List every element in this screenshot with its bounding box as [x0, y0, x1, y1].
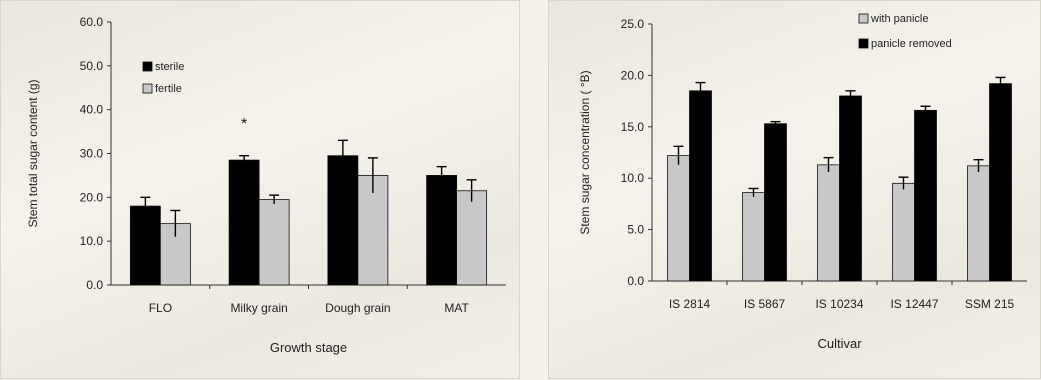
legend-swatch-fertile [142, 83, 153, 94]
bar-with-panicle-ssm-215 [967, 165, 990, 282]
x-tick-label-flo: FLO [149, 301, 172, 315]
bar-with-panicle-is-10234 [817, 164, 840, 282]
y-tick-label: 10.0 [621, 171, 645, 185]
legend-label-panicle-removed: panicle removed [871, 38, 952, 50]
bar-fertile-milky-grain [258, 199, 290, 286]
x-axis-title: Cultivar [817, 336, 862, 351]
x-tick-label-ssm-215: SSM 215 [965, 297, 1015, 311]
legend-label-with-panicle: with panicle [870, 13, 928, 25]
x-tick-label-milky-grain: Milky grain [230, 301, 287, 315]
y-tick-label: 50.0 [80, 59, 104, 73]
x-tick-label-is-10234: IS 10234 [815, 297, 863, 311]
bar-panicle-removed-is-12447 [914, 109, 937, 282]
bar-sterile-dough-grain [327, 155, 359, 286]
bar-fertile-mat [456, 190, 488, 286]
y-tick-label: 5.0 [627, 223, 644, 237]
y-tick-label: 10.0 [80, 234, 104, 248]
legend-label-sterile: sterile [155, 61, 184, 73]
legend-swatch-panicle-removed [858, 38, 869, 49]
y-tick-label: 20.0 [621, 68, 645, 82]
chart-svg-growth-stage: 0.0 10.0 20.0 30.0 40.0 50.0 60.0 FLO Milky grai… [26, 15, 506, 355]
bar-fertile-dough-grain [357, 175, 389, 286]
x-tick-label-is-12447: IS 12447 [890, 297, 938, 311]
y-tick-label: 0.0 [86, 278, 103, 292]
significance-marker: * [241, 116, 247, 133]
y-tick-label: 25.0 [621, 17, 645, 31]
y-tick-label: 0.0 [627, 274, 644, 288]
y-axis-title: Stem total sugar content (g) [26, 79, 40, 227]
chart-svg-cultivar: 0.0 5.0 10.0 15.0 20.0 25.0 IS 2814 IS 5867 IS 1… [578, 13, 1027, 351]
bar-sterile-mat [426, 175, 458, 286]
bar-with-panicle-is-2814 [667, 155, 690, 282]
bar-panicle-removed-is-2814 [689, 90, 712, 282]
legend-swatch-with-panicle [858, 13, 869, 24]
y-tick-label: 30.0 [80, 147, 104, 161]
bar-with-panicle-is-5867 [742, 192, 765, 282]
x-tick-label-dough-grain: Dough grain [325, 301, 390, 315]
legend-swatch-sterile [142, 61, 153, 72]
chart-panel-growth-stage: 0.0 10.0 20.0 30.0 40.0 50.0 60.0 FLO Milky grai… [0, 0, 520, 379]
x-tick-label-is-2814: IS 2814 [669, 297, 711, 311]
y-tick-label: 40.0 [80, 103, 104, 117]
bar-with-panicle-is-12447 [892, 182, 915, 282]
y-tick-label: 15.0 [621, 120, 645, 134]
x-axis-title: Growth stage [270, 340, 347, 355]
y-tick-label: 60.0 [80, 15, 104, 29]
bar-sterile-flo [129, 205, 161, 286]
y-tick-label: 20.0 [80, 190, 104, 204]
x-tick-label-mat: MAT [444, 301, 469, 315]
chart-panel-cultivar: 0.0 5.0 10.0 15.0 20.0 25.0 IS 2814 IS 5867 IS 1… [548, 0, 1041, 379]
y-axis-title: Stem sugar concentration ( °B) [578, 70, 592, 234]
bar-sterile-milky-grain [228, 159, 260, 286]
x-tick-label-is-5867: IS 5867 [744, 297, 786, 311]
bar-panicle-removed-is-5867 [764, 123, 787, 282]
legend-label-fertile: fertile [155, 83, 182, 95]
bar-panicle-removed-ssm-215 [989, 83, 1012, 282]
bar-panicle-removed-is-10234 [839, 95, 862, 282]
